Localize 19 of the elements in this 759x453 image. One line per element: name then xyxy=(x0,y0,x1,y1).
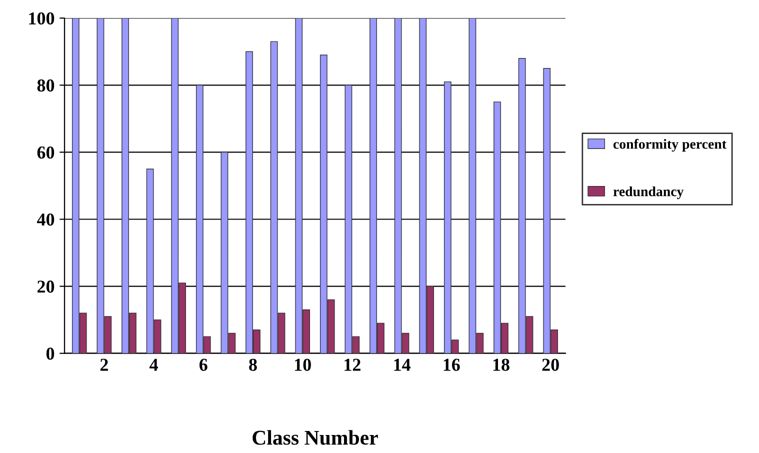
y-tick-label: 40 xyxy=(36,214,54,226)
y-tick-label: 20 xyxy=(37,280,54,293)
x-axis-title: Class Number xyxy=(252,430,378,445)
x-tick-label: 14 xyxy=(394,358,410,371)
legend-label: redundancy xyxy=(613,186,684,200)
x-tick-label: 8 xyxy=(249,358,257,371)
x-tick-label: 10 xyxy=(295,358,311,371)
y-tick-label: 60 xyxy=(37,146,54,159)
y-tick-label: 0 xyxy=(46,348,54,360)
x-tick-label: 18 xyxy=(493,358,510,371)
x-tick-label: 12 xyxy=(344,358,360,371)
x-tick-label: 6 xyxy=(199,358,208,371)
legend-label: conformity percent xyxy=(613,138,726,152)
y-tick-label: 100 xyxy=(29,12,54,25)
x-tick-label: 20 xyxy=(542,358,559,371)
y-tick-label: 80 xyxy=(37,79,54,92)
x-tick-label: 16 xyxy=(444,358,460,371)
x-tick-label: 2 xyxy=(100,358,108,371)
x-tick-label: 4 xyxy=(150,358,158,371)
